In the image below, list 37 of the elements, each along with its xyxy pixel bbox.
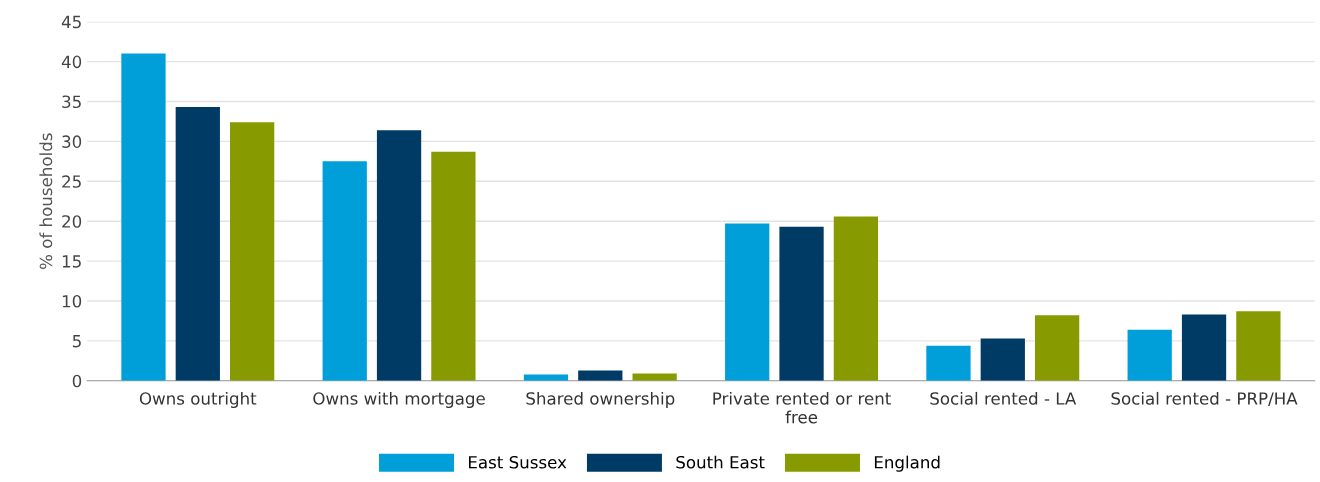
y-tick-label: 10 [62, 294, 82, 308]
bar [1236, 311, 1281, 381]
y-tick-label: 15 [62, 255, 81, 268]
legend-label: East Sussex [468, 455, 567, 469]
x-tick-label: Owns with mortgage [313, 391, 485, 409]
bar [431, 151, 476, 381]
bar [725, 223, 770, 381]
bar [376, 130, 422, 381]
bar [926, 345, 971, 381]
y-axis-title: % of households [39, 133, 53, 270]
x-tick-label: Private rented or rent free [713, 391, 891, 424]
legend-label: South East [676, 455, 765, 469]
y-tick-label: 30 [62, 135, 82, 148]
y-tick-label: 20 [62, 215, 82, 228]
x-tick-label: Shared ownership [526, 391, 675, 409]
bar [980, 338, 1025, 381]
bar [175, 107, 220, 381]
bar [121, 53, 166, 381]
y-tick-label: 40 [61, 55, 82, 69]
bar [779, 226, 824, 381]
bar [578, 370, 623, 381]
y-tick-label: 45 [61, 15, 81, 29]
bar [1127, 329, 1172, 381]
bar [833, 216, 879, 381]
bar [1181, 314, 1227, 381]
y-tick-label: 5 [72, 335, 81, 348]
y-tick-label: 35 [62, 95, 81, 109]
bar [230, 122, 275, 381]
y-tick-label: 25 [62, 175, 81, 188]
x-tick-label: Social rented - PRP/HA [1111, 391, 1298, 407]
y-tick-label: 0 [72, 374, 82, 388]
bar [1034, 315, 1080, 381]
legend-label: England [874, 455, 940, 472]
bar [523, 374, 569, 381]
bar [322, 161, 367, 381]
x-tick-label: Social rented - LA [930, 391, 1077, 405]
x-tick-label: Owns outright [139, 391, 257, 409]
